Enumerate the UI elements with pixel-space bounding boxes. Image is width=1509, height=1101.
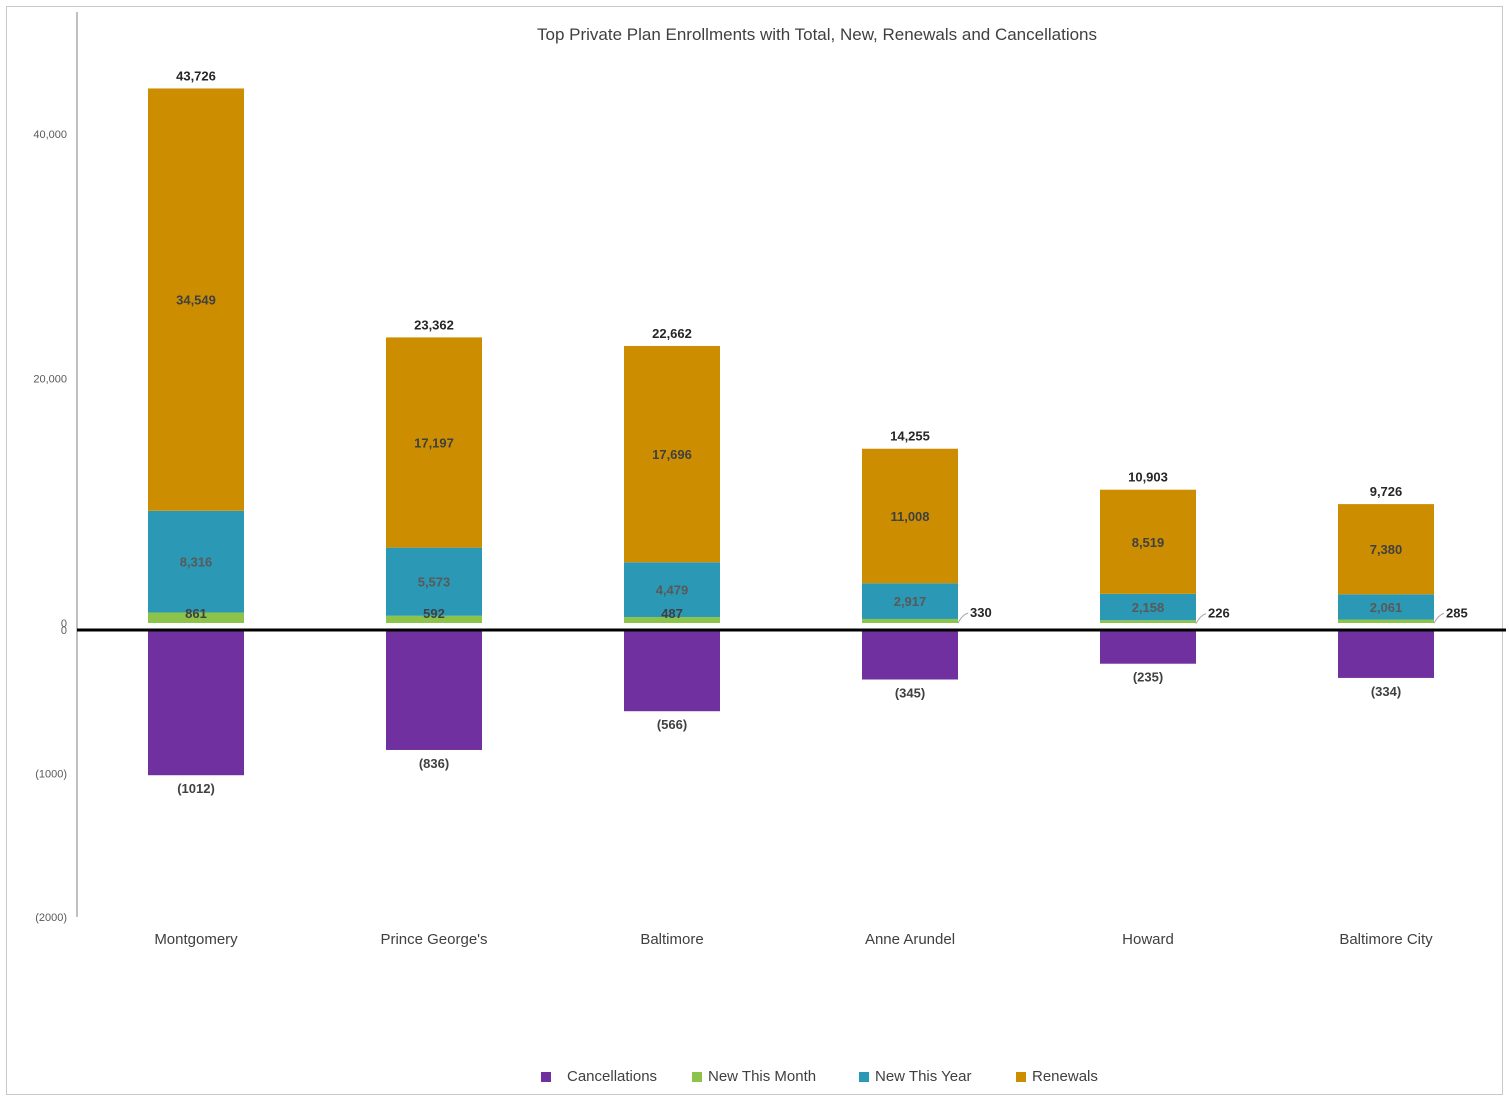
data-label: 8,316 [180, 555, 213, 570]
y-tick-label: 0 [61, 618, 67, 630]
bar-segment [862, 618, 958, 623]
bar-segment [1100, 630, 1196, 664]
legend-label: New This Month [708, 1068, 817, 1085]
data-label: 4,479 [656, 583, 689, 598]
total-label: 14,255 [890, 429, 930, 444]
total-label: 43,726 [176, 68, 216, 83]
x-tick-label: Montgomery [154, 931, 238, 948]
bar-segment [148, 88, 244, 511]
total-label: 22,662 [652, 326, 692, 341]
data-label: (836) [419, 756, 449, 771]
x-tick-label: Baltimore City [1339, 931, 1433, 948]
bar-segment [624, 562, 720, 618]
legend-item: Cancellations [541, 1068, 657, 1085]
bar-segment [386, 615, 482, 623]
data-label: 2,158 [1132, 600, 1165, 615]
bar-segment [1100, 620, 1196, 623]
chart-title: Top Private Plan Enrollments with Total,… [537, 25, 1097, 44]
bar-segment [148, 612, 244, 623]
y-tick-label: (2000) [35, 912, 67, 924]
bar-segment [386, 630, 482, 750]
data-label: 7,380 [1370, 542, 1403, 557]
bar-segment [1338, 619, 1434, 623]
data-label: (1012) [177, 781, 215, 796]
bar-segment [624, 617, 720, 623]
bar-segment [1338, 504, 1434, 595]
y-tick-label: 0 [61, 625, 67, 637]
legend-swatch [541, 1071, 551, 1082]
data-label: 2,061 [1370, 600, 1403, 615]
legend-item: New This Month [692, 1068, 816, 1085]
leader-line [1433, 612, 1445, 624]
data-label: (566) [657, 717, 687, 732]
legend-item: Renewals [1016, 1068, 1098, 1085]
legend-swatch [1016, 1071, 1026, 1082]
data-label: 487 [661, 606, 683, 621]
data-label: 2,917 [894, 594, 927, 609]
bar-segment [624, 630, 720, 712]
data-label: (334) [1371, 684, 1401, 699]
data-label: 285 [1446, 605, 1468, 620]
x-tick-label: Anne Arundel [865, 931, 955, 948]
chart-legend: Cancellations New This Month New This Year… [0, 1068, 1509, 1090]
data-label: 8,519 [1132, 535, 1165, 550]
bar-segment [624, 345, 720, 563]
leader-line [957, 612, 969, 624]
legend-item: New This Year [859, 1068, 971, 1085]
data-label: 11,008 [890, 509, 929, 524]
bar-segment [148, 630, 244, 776]
total-label: 9,726 [1370, 484, 1403, 499]
y-tick-label: 40,000 [33, 129, 67, 141]
chart-frame [6, 6, 1503, 1095]
bar-segment [1100, 489, 1196, 594]
data-label: 17,696 [652, 447, 692, 462]
leader-line [1195, 613, 1207, 624]
bar-segment [386, 547, 482, 616]
data-label: 226 [1208, 606, 1230, 621]
bar-segment [148, 510, 244, 613]
bar-segment [1338, 630, 1434, 678]
data-label: 330 [970, 605, 992, 620]
legend-swatch [692, 1071, 702, 1082]
y-tick-label: 20,000 [33, 374, 67, 386]
legend-label: Renewals [1032, 1068, 1098, 1085]
bar-segment [862, 583, 958, 619]
bar-segment [386, 337, 482, 548]
x-tick-label: Prince George's [380, 931, 487, 948]
data-label: (345) [895, 686, 925, 701]
data-label: 34,549 [176, 293, 216, 308]
legend-label: New This Year [875, 1068, 972, 1085]
bar-segment [862, 630, 958, 680]
legend-swatch [859, 1071, 869, 1082]
data-label: 17,197 [414, 436, 454, 451]
x-tick-label: Baltimore [640, 931, 703, 948]
y-tick-label: (1000) [35, 769, 67, 781]
bar-segment [1100, 593, 1196, 621]
bar-segment [1338, 594, 1434, 620]
total-label: 23,362 [414, 317, 454, 332]
data-label: (235) [1133, 670, 1163, 685]
total-label: 10,903 [1128, 470, 1168, 485]
data-label: 861 [185, 606, 207, 621]
x-tick-label: Howard [1122, 931, 1174, 948]
legend-label: Cancellations [567, 1068, 658, 1085]
bar-segment [862, 448, 958, 584]
data-label: 5,573 [418, 575, 451, 590]
data-label: 592 [423, 606, 445, 621]
